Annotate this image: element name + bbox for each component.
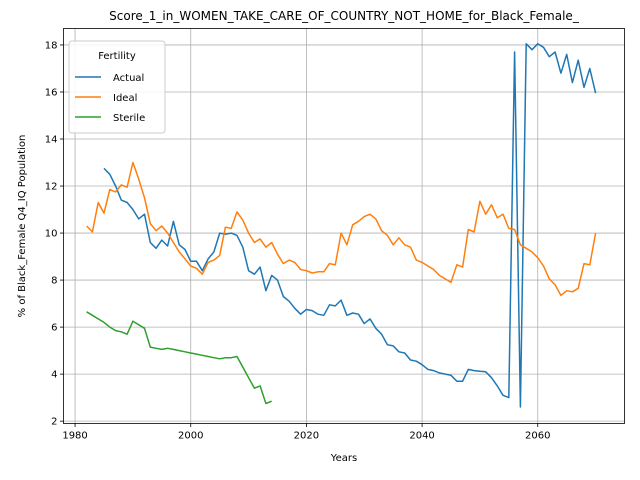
y-tick-label: 10 (45, 229, 58, 240)
series-line-actual (103, 43, 597, 408)
legend-title: Fertility (98, 51, 136, 62)
series-line-sterile (86, 311, 272, 405)
series-lines (86, 43, 597, 408)
legend-label-sterile: Sterile (113, 113, 145, 124)
x-tick-label: 2040 (409, 431, 434, 442)
plot-area-frame (63, 28, 625, 424)
y-axis-label: % of Black_Female Q4_IQ Population (17, 135, 28, 318)
y-tick-label: 14 (45, 135, 58, 146)
y-tick-label: 2 (51, 417, 57, 428)
x-axis-label: Years (330, 453, 357, 464)
legend-items: Actual Ideal Sterile (75, 73, 145, 124)
y-tick-label: 12 (45, 182, 58, 193)
grid (63, 28, 625, 424)
chart-title: Score_1_in_WOMEN_TAKE_CARE_OF_COUNTRY_NO… (109, 9, 580, 23)
series-line-ideal (86, 161, 597, 297)
legend-label-ideal: Ideal (113, 93, 137, 104)
y-tick-label: 8 (51, 276, 57, 287)
legend: Fertility Actual Ideal Sterile (68, 40, 166, 134)
x-axis-ticks: 1980 2000 2020 2040 2060 (62, 423, 550, 442)
x-tick-label: 2000 (178, 431, 203, 442)
y-tick-label: 18 (45, 40, 58, 51)
x-tick-label: 1980 (62, 431, 87, 442)
x-tick-label: 2060 (525, 431, 550, 442)
y-tick-label: 4 (51, 370, 57, 381)
legend-label-actual: Actual (113, 73, 144, 84)
legend-box (68, 40, 166, 134)
x-tick-label: 2020 (294, 431, 319, 442)
y-axis-ticks: 2 4 6 8 10 12 14 16 18 (45, 40, 64, 428)
y-tick-label: 6 (51, 323, 57, 334)
y-tick-label: 16 (45, 87, 58, 98)
